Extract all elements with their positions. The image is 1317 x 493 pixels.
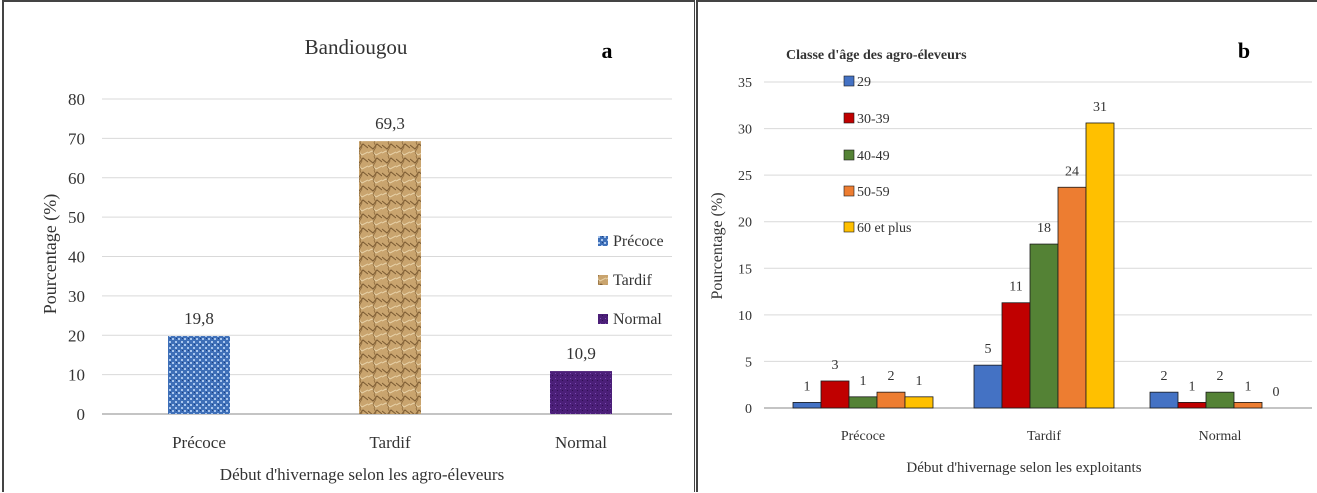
- y-tick-label: 35: [738, 76, 752, 91]
- data-label: 11: [1009, 280, 1022, 295]
- bar-normal-50-59: [1233, 402, 1263, 409]
- data-label: 1: [860, 374, 867, 389]
- y-tick-label: 40: [68, 248, 85, 267]
- x-tick-label: Tardif: [1027, 429, 1061, 444]
- data-label: 1: [1245, 379, 1252, 394]
- y-tick-label: 25: [738, 169, 752, 184]
- y-tick-label: 0: [77, 405, 86, 424]
- chart-b-legend-title: Classe d'âge des agro-éleveurs: [786, 48, 967, 63]
- legend-item: 60 et plus: [857, 221, 911, 236]
- y-tick-label: 50: [68, 208, 85, 227]
- legend-item: Normal: [613, 311, 662, 328]
- data-label: 2: [1217, 369, 1224, 384]
- legend-item: 29: [857, 75, 871, 90]
- data-label: 3: [832, 358, 839, 373]
- legend-swatch: [598, 314, 608, 324]
- data-label: 1: [804, 379, 811, 394]
- data-label: 10,9: [566, 344, 596, 363]
- x-tick-label: Précoce: [172, 433, 226, 452]
- bar-tardif-40-49: [1029, 243, 1059, 409]
- chart-panel-b: 0 5 10 15 20 25 30 35 1 3 1 2 1 5 11 18 24 31 2 1 2 1 0 Préco…: [696, 0, 1317, 492]
- data-label: 1: [916, 374, 923, 389]
- chart-a-y-axis-label: Pourcentage (%): [40, 194, 61, 314]
- bar-normal: [550, 371, 612, 414]
- legend-swatch: [843, 75, 855, 87]
- bar-tardif: [359, 141, 421, 414]
- data-label: 69,3: [375, 114, 405, 133]
- bar-tardif-60-et-plus: [1085, 122, 1115, 409]
- y-tick-label: 20: [738, 216, 752, 231]
- x-tick-label: Précoce: [841, 429, 885, 444]
- data-label: 31: [1093, 100, 1107, 115]
- legend-swatch: [843, 221, 855, 233]
- legend-item: Précoce: [613, 233, 664, 250]
- chart-b-x-axis-label: Début d'hivernage selon les exploitants: [906, 460, 1141, 476]
- legend-swatch: [598, 236, 608, 246]
- x-tick-label: Normal: [1199, 429, 1242, 444]
- y-tick-label: 30: [68, 287, 85, 306]
- legend-swatch: [598, 275, 608, 285]
- bar-tardif-50-59: [1057, 186, 1087, 409]
- data-label: 2: [1161, 369, 1168, 384]
- y-tick-label: 15: [738, 262, 752, 277]
- bar-précoce-50-59: [876, 391, 906, 409]
- bar-tardif-29: [973, 364, 1003, 409]
- y-tick-label: 60: [68, 169, 85, 188]
- y-tick-label: 20: [68, 326, 85, 345]
- x-tick-label: Normal: [555, 433, 607, 452]
- bar-précoce-29: [792, 402, 822, 409]
- legend-item: 40-49: [857, 149, 890, 164]
- data-label: 5: [985, 342, 992, 357]
- y-tick-label: 10: [68, 366, 85, 385]
- bar-normal-29: [1149, 391, 1179, 409]
- bar-tardif-30-39: [1001, 302, 1031, 409]
- chart-a-panel-label: a: [602, 38, 613, 63]
- y-tick-label: 5: [745, 355, 752, 370]
- bar-précoce: [168, 336, 230, 414]
- y-tick-label: 80: [68, 90, 85, 109]
- chart-b-y-axis-label: Pourcentage (%): [709, 192, 726, 299]
- bar-précoce-30-39: [820, 380, 850, 409]
- legend-item: 30-39: [857, 112, 890, 127]
- legend-swatch: [843, 149, 855, 161]
- bar-normal-40-49: [1205, 391, 1235, 409]
- x-tick-label: Tardif: [369, 433, 411, 452]
- data-label: 24: [1065, 164, 1079, 179]
- data-label: 2: [888, 369, 895, 384]
- chart-panel-a: 0 10 20 30 40 50 60 70 80 19,8 69,3 10,9 Précoce Ta…: [2, 0, 695, 492]
- chart-b-panel-label: b: [1238, 38, 1250, 63]
- data-label: 0: [1273, 385, 1280, 400]
- y-tick-label: 10: [738, 309, 752, 324]
- legend-swatch: [843, 112, 855, 124]
- data-label: 18: [1037, 221, 1051, 236]
- y-tick-label: 0: [745, 402, 752, 417]
- legend-item: 50-59: [857, 185, 890, 200]
- chart-a-x-axis-label: Début d'hivernage selon les agro-éleveur…: [220, 465, 504, 484]
- legend-swatch: [843, 185, 855, 197]
- y-tick-label: 30: [738, 123, 752, 138]
- legend-item: Tardif: [613, 272, 653, 289]
- chart-a-svg: 0 10 20 30 40 50 60 70 80 19,8 69,3 10,9 Précoce Ta…: [40, 35, 672, 484]
- y-tick-label: 70: [68, 129, 85, 148]
- data-label: 1: [1189, 379, 1196, 394]
- bar-précoce-40-49: [848, 396, 878, 409]
- bar-précoce-60-et-plus: [904, 396, 934, 409]
- data-label: 19,8: [184, 309, 214, 328]
- chart-a-title: Bandiougou: [305, 35, 408, 59]
- bar-normal-30-39: [1177, 402, 1207, 409]
